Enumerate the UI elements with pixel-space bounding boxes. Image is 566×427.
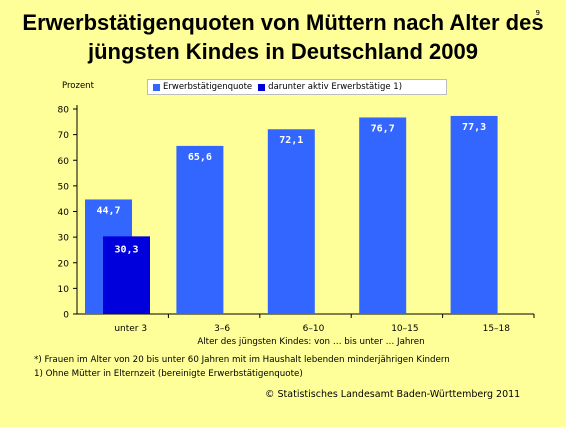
y-tick-label: 0 xyxy=(63,311,69,321)
footnote-2: 1) Ohne Mütter in Elternzeit (bereinigte… xyxy=(34,369,303,379)
bar-value-label: 65,6 xyxy=(188,152,212,163)
bar-value-label-sub: 30,3 xyxy=(114,244,138,255)
y-tick-label: 10 xyxy=(58,285,70,295)
bar-value-label: 72,1 xyxy=(279,135,303,146)
chart-title-line-2: jüngsten Kindes in Deutschland 2009 xyxy=(88,39,478,64)
bar-aktiv-erwerbstaetige xyxy=(103,236,150,314)
bar-value-label: 77,3 xyxy=(462,122,486,133)
bar-erwerbstaetigenquote xyxy=(450,115,498,314)
legend-swatch-quote xyxy=(153,83,160,91)
source-note: © Statistisches Landesamt Baden-Württemb… xyxy=(265,389,521,400)
x-tick-label: 6–10 xyxy=(303,324,325,334)
bar-erwerbstaetigenquote xyxy=(359,117,407,314)
y-tick-label: 50 xyxy=(58,182,70,192)
bar-value-label: 76,7 xyxy=(371,123,395,134)
y-tick-label: 70 xyxy=(58,131,70,141)
bar-value-label: 44,7 xyxy=(96,205,120,216)
legend-label-quote: Erwerbstätigenquote xyxy=(163,82,253,92)
legend-item-active: darunter aktiv Erwerbstätige 1) xyxy=(258,80,402,94)
chart-title: Erwerbstätigenquoten von Müttern nach Al… xyxy=(0,8,566,66)
y-tick-label: 60 xyxy=(58,157,70,167)
legend-swatch-active xyxy=(258,83,266,91)
y-tick-label: 40 xyxy=(58,208,70,218)
chart-legend: Erwerbstätigenquote darunter aktiv Erwer… xyxy=(147,79,447,95)
y-axis-label: Prozent xyxy=(62,81,95,91)
bar-erwerbstaetigenquote xyxy=(176,145,224,314)
y-tick-label: 20 xyxy=(58,259,70,269)
chart-title-line-1: Erwerbstätigenquoten von Müttern nach Al… xyxy=(22,10,544,35)
x-tick-label: unter 3 xyxy=(114,324,147,334)
x-tick-label: 10–15 xyxy=(391,324,418,334)
page-number: 9 xyxy=(535,9,540,17)
bar-erwerbstaetigenquote xyxy=(267,129,315,314)
x-axis-label: Alter des jüngsten Kindes: von … bis unt… xyxy=(197,337,424,347)
y-tick-label: 80 xyxy=(58,106,70,116)
footnote-1: *) Frauen im Alter von 20 bis unter 60 J… xyxy=(34,355,450,365)
y-tick-label: 30 xyxy=(58,234,70,244)
legend-label-active: darunter aktiv Erwerbstätige 1) xyxy=(268,82,403,92)
legend-item-quote: Erwerbstätigenquote xyxy=(153,80,252,94)
x-tick-label: 3–6 xyxy=(214,324,230,334)
x-tick-label: 15–18 xyxy=(483,324,511,334)
